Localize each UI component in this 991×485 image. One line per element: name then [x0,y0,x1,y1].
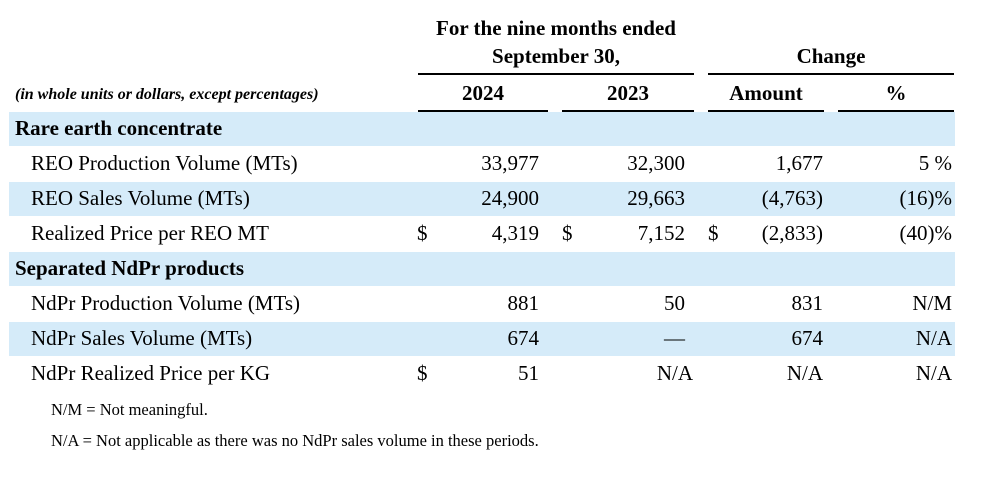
value-amount: (4,763) [761,186,823,210]
period-header-rule [418,73,694,75]
value-2023: — [664,326,685,350]
col-rule-amount [708,110,824,112]
table-row: REO Production Volume (MTs) 33,977 32,30… [0,146,991,180]
value-2024: 881 [507,291,540,315]
footnote-na: N/A = Not applicable as there was no NdP… [51,431,539,450]
table-row: NdPr Realized Price per KG $ 51 N/A N/A … [0,356,991,390]
currency-symbol: $ [417,361,428,385]
row-label: REO Sales Volume (MTs) [31,186,250,210]
section-title: Rare earth concentrate [15,116,223,140]
col-rule-2024 [418,110,548,112]
row-label: NdPr Production Volume (MTs) [31,291,301,315]
value-amount: 831 [791,291,824,315]
value-2023: 7,152 [637,221,685,245]
value-amount: (2,833) [761,221,823,245]
value-pct: (40)% [899,221,952,245]
value-pct: (16)% [899,186,952,210]
value-2024: 33,977 [481,151,539,175]
section-row: Separated NdPr products [0,251,991,285]
period-header-line2: September 30, [492,44,620,68]
units-note: (in whole units or dollars, except perce… [15,86,319,103]
row-band [9,322,955,356]
currency-symbol: $ [562,221,573,245]
section-row: Rare earth concentrate [0,111,991,145]
currency-symbol: $ [708,221,719,245]
row-label: REO Production Volume (MTs) [31,151,298,175]
change-header-rule [708,73,954,75]
change-header: Change [796,44,866,68]
col-header-2024: 2024 [462,81,504,105]
value-pct: 5 % [918,151,952,175]
currency-symbol: $ [417,221,428,245]
value-pct: N/A [915,326,952,350]
value-2024: 51 [518,361,539,385]
row-label: NdPr Sales Volume (MTs) [31,326,253,350]
value-amount: 1,677 [775,151,823,175]
row-band [9,112,955,146]
row-band [9,182,955,216]
value-amount: N/A [786,361,823,385]
value-2024: 4,319 [491,221,539,245]
value-2023: 50 [664,291,685,315]
period-header-line1: For the nine months ended [436,16,676,40]
col-header-2023: 2023 [607,81,649,105]
value-pct: N/A [915,361,952,385]
value-pct: N/M [912,291,952,315]
value-2024: 24,900 [481,186,539,210]
section-title: Separated NdPr products [15,256,245,280]
value-2023: N/A [656,361,693,385]
footnote-nm: N/M = Not meaningful. [51,400,208,419]
value-2023: 32,300 [627,151,685,175]
col-header-pct: % [885,81,907,105]
row-label: Realized Price per REO MT [31,221,269,245]
value-2024: 674 [507,326,540,350]
col-rule-pct [838,110,954,112]
col-header-amount: Amount [729,81,803,105]
row-label: NdPr Realized Price per KG [31,361,271,385]
table-row: NdPr Production Volume (MTs) 881 50 831 … [0,286,991,320]
row-band [9,252,955,286]
table-row: Realized Price per REO MT $ 4,319 $ 7,15… [0,216,991,250]
table-row: NdPr Sales Volume (MTs) 674 — 674 N/A [0,321,991,355]
value-2023: 29,663 [627,186,685,210]
table-row: REO Sales Volume (MTs) 24,900 29,663 (4,… [0,181,991,215]
col-rule-2023 [562,110,694,112]
value-amount: 674 [791,326,824,350]
